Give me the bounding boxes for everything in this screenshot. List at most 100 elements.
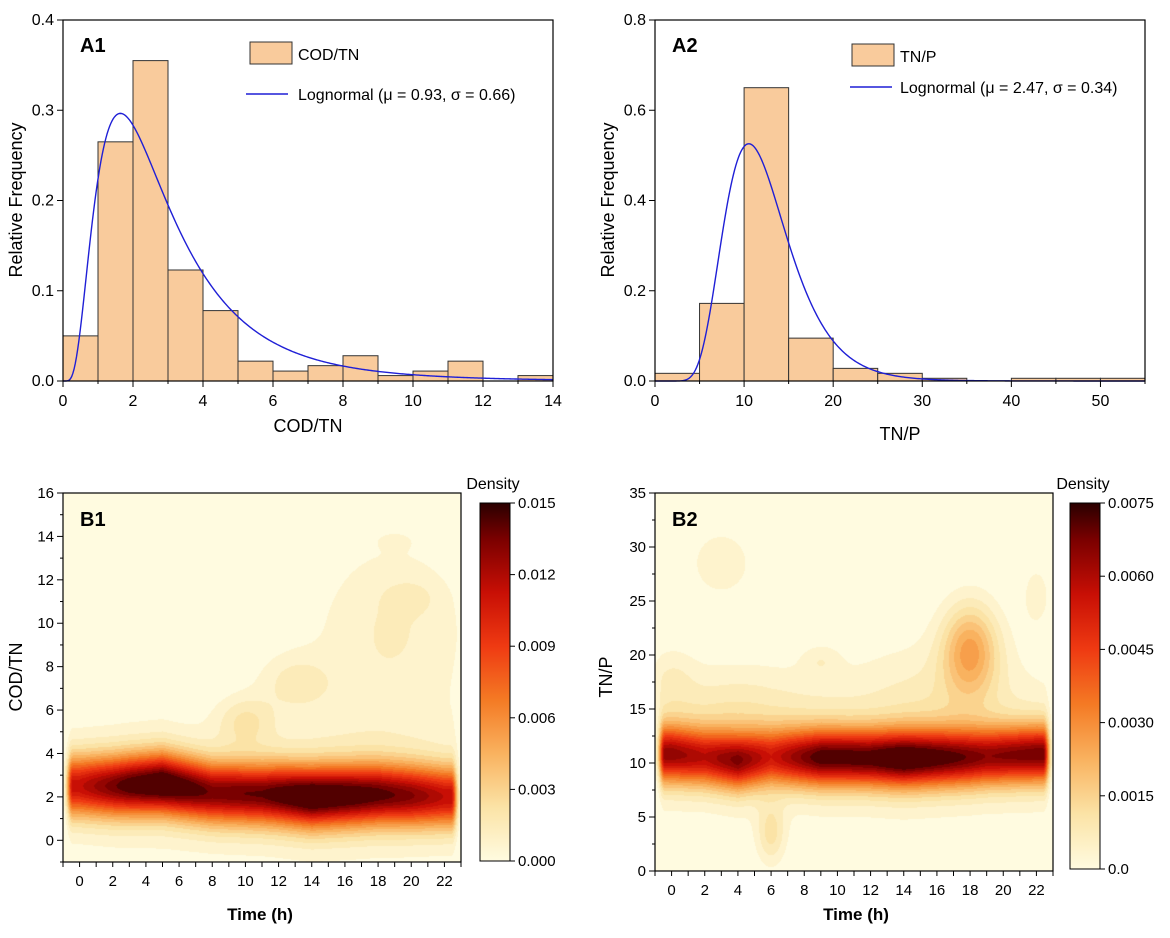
B2-x-label: Time (h)	[823, 905, 889, 924]
A1-legend-fit-label: Lognormal (μ = 0.93, σ = 0.66)	[298, 87, 515, 104]
A1-xtick-label: 12	[474, 393, 492, 410]
A2-ytick-label: 0.2	[624, 283, 646, 300]
A2-xtick-label: 20	[824, 393, 842, 410]
B2-colorbar-label: 0.0030	[1108, 715, 1154, 732]
B1-xtick-label: 16	[337, 873, 354, 890]
B2-colorbar-label: 0.0045	[1108, 641, 1154, 658]
A1-bar-9	[377, 375, 414, 382]
A2-bar-2	[743, 87, 790, 382]
A1-xtick-label: 0	[59, 393, 68, 410]
A1-ytick-label: 0.1	[32, 283, 54, 300]
A1-xtick-label: 4	[199, 393, 208, 410]
A1-y-label: Relative Frequency	[6, 122, 26, 277]
B2-xtick-label: 10	[829, 882, 846, 899]
B2-colorbar-label: 0.0075	[1108, 495, 1154, 512]
A1-x-axis: 0 2 4 6 8 10 12 14	[59, 381, 562, 410]
A1-x-label: COD/TN	[274, 416, 343, 436]
B2-ytick-label: 35	[629, 485, 646, 502]
B2-ytick-label: 30	[629, 539, 646, 556]
A1-xtick-label: 8	[339, 393, 348, 410]
A2-ytick-label: 0.6	[624, 102, 646, 119]
B1-xtick-label: 14	[303, 873, 320, 890]
B2-y-label: TN/P	[596, 656, 616, 697]
A2-bar-1	[699, 302, 745, 382]
B2-xtick-label: 12	[862, 882, 879, 899]
A1-bars	[62, 60, 554, 382]
A1-ytick-label: 0.4	[32, 12, 54, 29]
B2-ytick-label: 15	[629, 701, 646, 718]
B2-colorbar-title: Density	[1056, 476, 1109, 493]
B1-ytick-label: 10	[37, 615, 54, 632]
B1-xtick-label: 2	[109, 873, 117, 890]
B1-colorbar	[479, 502, 511, 862]
A2-xtick-label: 30	[913, 393, 931, 410]
B2-xtick-label: 16	[929, 882, 946, 899]
B1-xtick-label: 20	[403, 873, 420, 890]
B2-colorbar-label: 0.0015	[1108, 788, 1154, 805]
B1-y-label: COD/TN	[6, 643, 26, 712]
B1-xtick-label: 22	[436, 873, 453, 890]
A2-bar-4	[832, 367, 879, 382]
A2-xtick-label: 0	[651, 393, 660, 410]
B1-ytick-label: 4	[46, 745, 54, 762]
A1-y-axis: 0.0 0.1 0.2 0.3 0.4	[32, 12, 63, 390]
B2-colorbar	[1069, 502, 1101, 870]
B2-xtick-label: 2	[701, 882, 709, 899]
B2-xtick-label: 8	[800, 882, 808, 899]
A2-xtick-label: 40	[1002, 393, 1020, 410]
A2-x-axis: 0 10 20 30 40 50	[651, 381, 1146, 410]
B2-xtick-label: 4	[734, 882, 742, 899]
B1-colorbar-title: Density	[466, 476, 519, 493]
A2-ytick-label: 0.8	[624, 12, 646, 29]
A1-bar-0	[62, 335, 99, 382]
B2-ytick-label: 25	[629, 593, 646, 610]
B1-ytick-label: 6	[46, 702, 54, 719]
B1-colorbar-label: 0.003	[518, 781, 556, 798]
B2-colorbar-label: 0.0	[1108, 861, 1129, 878]
A1-panel-label: A1	[80, 35, 106, 57]
B1-ytick-label: 2	[46, 789, 54, 806]
B1-ytick-label: 16	[37, 485, 54, 502]
A1-ytick-label: 0.0	[32, 373, 54, 390]
A2-xtick-label: 10	[735, 393, 753, 410]
B2-ytick-label: 5	[638, 809, 646, 826]
B1-colorbar-label: 0.006	[518, 710, 556, 727]
A1-xtick-label: 2	[129, 393, 138, 410]
A2-y-label: Relative Frequency	[598, 122, 618, 277]
B1-ytick-label: 8	[46, 659, 54, 676]
A2-bar-3	[788, 337, 834, 382]
A1-xtick-label: 6	[269, 393, 278, 410]
A1-bar-7	[307, 365, 344, 382]
B1-xtick-label: 8	[208, 873, 216, 890]
A2-legend-hist-label: TN/P	[900, 49, 936, 66]
A1-ytick-label: 0.3	[32, 102, 54, 119]
histogram-panel-A1: 0 2 4 6 8 10 12 14 0.0 0.1 0.2 0.3 0.4 A1 COD/TN Lo…	[6, 12, 562, 436]
B1-colorbar-label: 0.012	[518, 567, 556, 584]
A2-legend-hist-swatch	[851, 43, 895, 67]
B2-ytick-label: 0	[638, 863, 646, 880]
B1-ytick-label: 14	[37, 528, 54, 545]
B2-xtick-label: 20	[995, 882, 1012, 899]
A1-ytick-label: 0.2	[32, 193, 54, 210]
B2-panel-label: B2	[672, 509, 698, 531]
B1-x-axis: 0 2 4 6 8 10 12 14 16 18 20 22	[62, 862, 462, 890]
B1-xtick-label: 0	[75, 873, 83, 890]
B1-xtick-label: 10	[237, 873, 254, 890]
B2-xtick-label: 6	[767, 882, 775, 899]
A1-legend-hist-label: COD/TN	[298, 47, 359, 64]
B1-density-heatmap	[63, 493, 461, 862]
A1-xtick-label: 14	[544, 393, 562, 410]
B1-ytick-label: 12	[37, 572, 54, 589]
B2-y-axis: 0 5 10 15 20 25 30 35	[629, 485, 655, 880]
A1-bar-1	[97, 141, 134, 382]
A2-ytick-label: 0.4	[624, 193, 646, 210]
B1-xtick-label: 6	[175, 873, 183, 890]
B2-xtick-label: 0	[667, 882, 675, 899]
B1-y-axis: 0 2 4 6 8 10 12 14 16	[37, 485, 63, 863]
density-panel-B2: 0 2 4 6 8 10 12 14 16 18 20 22 0 5 10 15 20 25 30 35 B2 Ti…	[596, 476, 1154, 924]
B2-xtick-label: 14	[895, 882, 912, 899]
A2-x-label: TN/P	[879, 424, 920, 444]
B2-colorbar-label: 0.0060	[1108, 568, 1154, 585]
B1-colorbar-label: 0.000	[518, 853, 556, 870]
